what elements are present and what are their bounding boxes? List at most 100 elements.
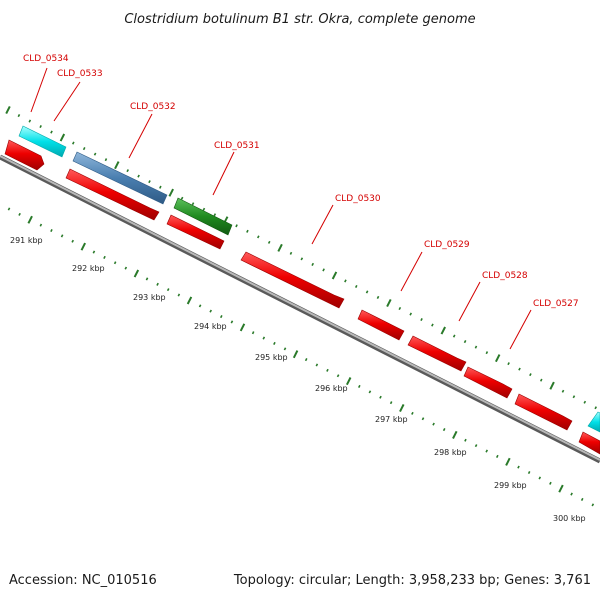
upper-ruler-minor-tick bbox=[191, 202, 195, 206]
upper-ruler-minor-tick bbox=[583, 400, 587, 404]
gene-label-cld-0527[interactable]: CLD_0527 bbox=[533, 299, 579, 309]
lower-ruler-minor-tick bbox=[357, 384, 361, 388]
lower-ruler-minor-tick bbox=[113, 261, 117, 265]
upper-ruler-major-tick bbox=[277, 243, 283, 252]
gene-edge-cds[interactable] bbox=[578, 431, 600, 455]
gene-leader-lines bbox=[30, 67, 532, 350]
lower-ruler-minor-tick bbox=[273, 341, 276, 345]
lower-ruler-minor-tick bbox=[156, 282, 159, 286]
tick-label-291kbp: 291 kbp bbox=[10, 236, 43, 245]
upper-ruler-minor-tick bbox=[159, 185, 162, 189]
lower-ruler-minor-tick bbox=[18, 212, 21, 216]
gene-label-cld-0529[interactable]: CLD_0529 bbox=[424, 240, 470, 250]
tick-label-298kbp: 298 kbp bbox=[434, 448, 467, 457]
upper-ruler-minor-tick bbox=[354, 284, 358, 288]
genome-backbone bbox=[0, 154, 600, 464]
gene-label-cld-0533[interactable]: CLD_0533 bbox=[57, 69, 103, 79]
lower-ruler-minor-tick bbox=[411, 411, 414, 415]
upper-ruler-minor-tick bbox=[213, 213, 217, 217]
lower-ruler-minor-tick bbox=[549, 481, 552, 485]
gene-label-cld-0532[interactable]: CLD_0532 bbox=[130, 102, 176, 112]
lower-ruler-minor-tick bbox=[336, 374, 340, 378]
gene-label-cld-0528[interactable]: CLD_0528 bbox=[482, 271, 528, 281]
lower-ruler-major-tick bbox=[27, 215, 33, 224]
upper-ruler-major-tick bbox=[549, 381, 555, 390]
upper-ruler-minor-tick bbox=[126, 169, 130, 173]
upper-ruler-minor-tick bbox=[235, 224, 238, 228]
gene-label-cld-0534[interactable]: CLD_0534 bbox=[23, 54, 69, 64]
upper-ruler-major-tick bbox=[495, 354, 501, 363]
gene-cld-0528-cds-a[interactable] bbox=[407, 335, 467, 372]
lower-ruler-minor-tick bbox=[527, 471, 531, 475]
lower-ruler-minor-tick bbox=[570, 492, 573, 496]
upper-ruler-minor-tick bbox=[104, 158, 108, 162]
upper-ruler-major-tick bbox=[440, 326, 446, 335]
gene-cld-0530-cds[interactable] bbox=[240, 251, 345, 309]
tick-label-295kbp: 295 kbp bbox=[255, 353, 288, 362]
gene-cyan-edge-feature[interactable] bbox=[587, 411, 600, 433]
upper-ruler-minor-tick bbox=[17, 114, 21, 118]
upper-ruler-minor-tick bbox=[485, 351, 489, 355]
lower-ruler-minor-tick bbox=[442, 428, 446, 432]
lower-ruler-minor-tick bbox=[283, 347, 287, 351]
lower-ruler-minor-tick bbox=[326, 368, 329, 372]
lower-ruler-minor-tick bbox=[7, 207, 11, 211]
upper-ruler-minor-tick bbox=[474, 345, 478, 349]
upper-ruler-minor-tick bbox=[289, 251, 293, 255]
accession-text: Accession: NC_010516 bbox=[9, 573, 157, 588]
upper-ruler-minor-tick bbox=[39, 125, 42, 129]
upper-ruler-minor-tick bbox=[431, 323, 434, 327]
lower-ruler-minor-tick bbox=[50, 229, 53, 233]
lower-ruler-minor-tick bbox=[421, 417, 425, 421]
lower-ruler-minor-tick bbox=[379, 395, 382, 399]
gene-features-lower bbox=[4, 139, 600, 455]
upper-ruler-major-tick bbox=[114, 161, 120, 170]
upper-tick-ruler bbox=[5, 105, 598, 410]
gene-cld-0529-cds[interactable] bbox=[357, 309, 405, 341]
upper-ruler-minor-tick bbox=[137, 174, 140, 178]
upper-ruler-minor-tick bbox=[202, 207, 206, 211]
gene-label-cld-0531[interactable]: CLD_0531 bbox=[214, 141, 260, 151]
lower-ruler-minor-tick bbox=[124, 266, 128, 270]
lower-ruler-minor-tick bbox=[39, 223, 43, 227]
gene-cld-0532-feature[interactable] bbox=[72, 151, 168, 205]
upper-ruler-minor-tick bbox=[365, 290, 369, 294]
leader-cld-0527 bbox=[509, 309, 532, 350]
genome-summary-text: Topology: circular; Length: 3,958,233 bp… bbox=[233, 573, 591, 588]
gene-cld-0527-cds[interactable] bbox=[514, 393, 573, 431]
lower-ruler-minor-tick bbox=[580, 497, 584, 501]
leader-cld-0528 bbox=[458, 281, 481, 322]
upper-ruler-minor-tick bbox=[93, 152, 97, 156]
leader-cld-0532 bbox=[128, 113, 153, 159]
lower-ruler-major-tick bbox=[133, 269, 140, 278]
lower-ruler-minor-tick bbox=[60, 234, 64, 238]
upper-ruler-minor-tick bbox=[594, 406, 598, 410]
gene-cld-0534-feature[interactable] bbox=[18, 125, 67, 158]
lower-ruler-major-tick bbox=[505, 457, 511, 466]
gene-cld-0531-feature[interactable] bbox=[173, 197, 233, 236]
lower-ruler-minor-tick bbox=[591, 503, 595, 507]
upper-ruler-major-tick bbox=[168, 188, 174, 197]
upper-ruler-major-tick bbox=[59, 133, 66, 142]
gene-cld-0531-cds[interactable] bbox=[166, 214, 225, 250]
gene-label-cld-0530[interactable]: CLD_0530 bbox=[335, 194, 381, 204]
upper-ruler-minor-tick bbox=[256, 235, 260, 239]
lower-ruler-minor-tick bbox=[315, 363, 319, 367]
gene-labels: CLD_0534 CLD_0533 CLD_0532 CLD_0531 CLD_… bbox=[23, 54, 579, 309]
tick-labels: 291 kbp 292 kbp 293 kbp 294 kbp 295 kbp … bbox=[10, 236, 586, 523]
gene-cld-0534-cds[interactable] bbox=[4, 139, 45, 171]
leader-cld-0531 bbox=[212, 151, 235, 196]
lower-ruler-major-tick bbox=[558, 484, 564, 493]
lower-ruler-minor-tick bbox=[368, 390, 372, 394]
upper-ruler-minor-tick bbox=[572, 395, 576, 399]
upper-ruler-minor-tick bbox=[529, 373, 532, 377]
lower-ruler-minor-tick bbox=[389, 401, 393, 405]
lower-ruler-minor-tick bbox=[262, 336, 266, 340]
gene-cld-0528-cds-b[interactable] bbox=[463, 366, 513, 399]
lower-ruler-major-tick bbox=[292, 350, 299, 359]
gene-cld-0533-cds[interactable] bbox=[65, 168, 160, 221]
upper-ruler-minor-tick bbox=[518, 367, 521, 371]
lower-ruler-minor-tick bbox=[71, 239, 75, 243]
upper-ruler-minor-tick bbox=[28, 119, 32, 123]
